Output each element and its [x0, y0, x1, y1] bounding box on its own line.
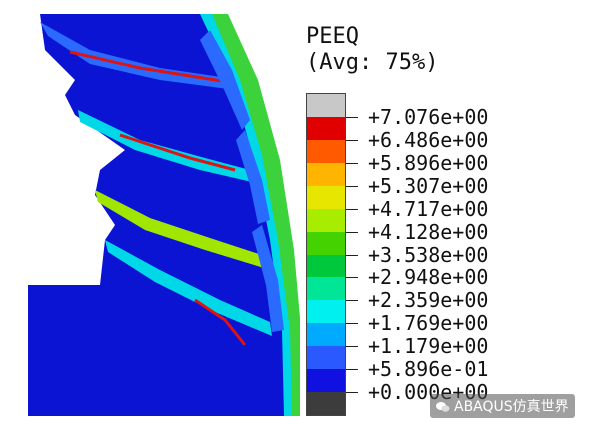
legend-value: +2.948e+00: [368, 265, 489, 290]
legend-swatch: [307, 392, 345, 416]
legend-value: +4.717e+00: [368, 196, 489, 221]
legend-swatch: [307, 231, 345, 255]
peeq-contour-plot: [28, 14, 300, 416]
legend-value: +7.076e+00: [368, 104, 489, 129]
legend-value: +2.359e+00: [368, 288, 489, 313]
legend-swatch: [307, 162, 345, 186]
legend-tick: [346, 139, 358, 141]
tooth-2-crack: [119, 133, 236, 172]
tooth-4-crack: [194, 298, 247, 346]
legend-value: +6.486e+00: [368, 127, 489, 152]
legend-swatch: [307, 208, 345, 232]
legend-swatch: [307, 139, 345, 163]
flank-zone-2: [236, 130, 270, 224]
legend-tick: [346, 300, 358, 302]
legend-tick: [346, 392, 358, 394]
legend-value: +5.896e+00: [368, 150, 489, 175]
legend-value: +5.307e+00: [368, 173, 489, 198]
legend-tick: [346, 231, 358, 233]
legend-swatch: [307, 94, 345, 117]
wechat-icon: [436, 401, 450, 413]
legend-color-bar: [306, 93, 346, 416]
legend-tick: [346, 277, 358, 279]
legend-value: +4.128e+00: [368, 219, 489, 244]
legend-tick: [346, 208, 358, 210]
legend-tick: [346, 185, 358, 187]
legend-subtitle: (Avg: 75%): [306, 50, 439, 75]
legend-swatch: [307, 369, 345, 393]
legend-swatch: [307, 185, 345, 209]
legend-swatch: [307, 254, 345, 278]
legend-value: +5.896e-01: [368, 357, 489, 382]
legend-tick: [346, 323, 358, 325]
tooth-1-band: [40, 22, 236, 90]
tooth-3-band: [95, 190, 264, 268]
legend-tick: [346, 254, 358, 256]
flank-zone-1: [200, 30, 250, 130]
legend-swatch: [307, 277, 345, 301]
legend-tick: [346, 162, 358, 164]
legend-value: +1.769e+00: [368, 311, 489, 336]
legend-tick: [346, 116, 358, 118]
legend-swatch: [307, 116, 345, 140]
tooth-1-crack: [69, 50, 229, 84]
legend-title: PEEQ: [306, 24, 359, 49]
legend-tick: [346, 346, 358, 348]
legend-value: +3.538e+00: [368, 242, 489, 267]
legend-swatch: [307, 346, 345, 370]
legend-tick: [346, 369, 358, 371]
watermark-text: ABAQUS仿真世界: [454, 399, 569, 415]
legend-value: +1.179e+00: [368, 334, 489, 359]
watermark: ABAQUS仿真世界: [430, 394, 575, 418]
tooth-4-band: [105, 240, 272, 336]
flank-zone-3: [252, 225, 284, 332]
legend-swatch: [307, 323, 345, 347]
legend-swatch: [307, 300, 345, 324]
